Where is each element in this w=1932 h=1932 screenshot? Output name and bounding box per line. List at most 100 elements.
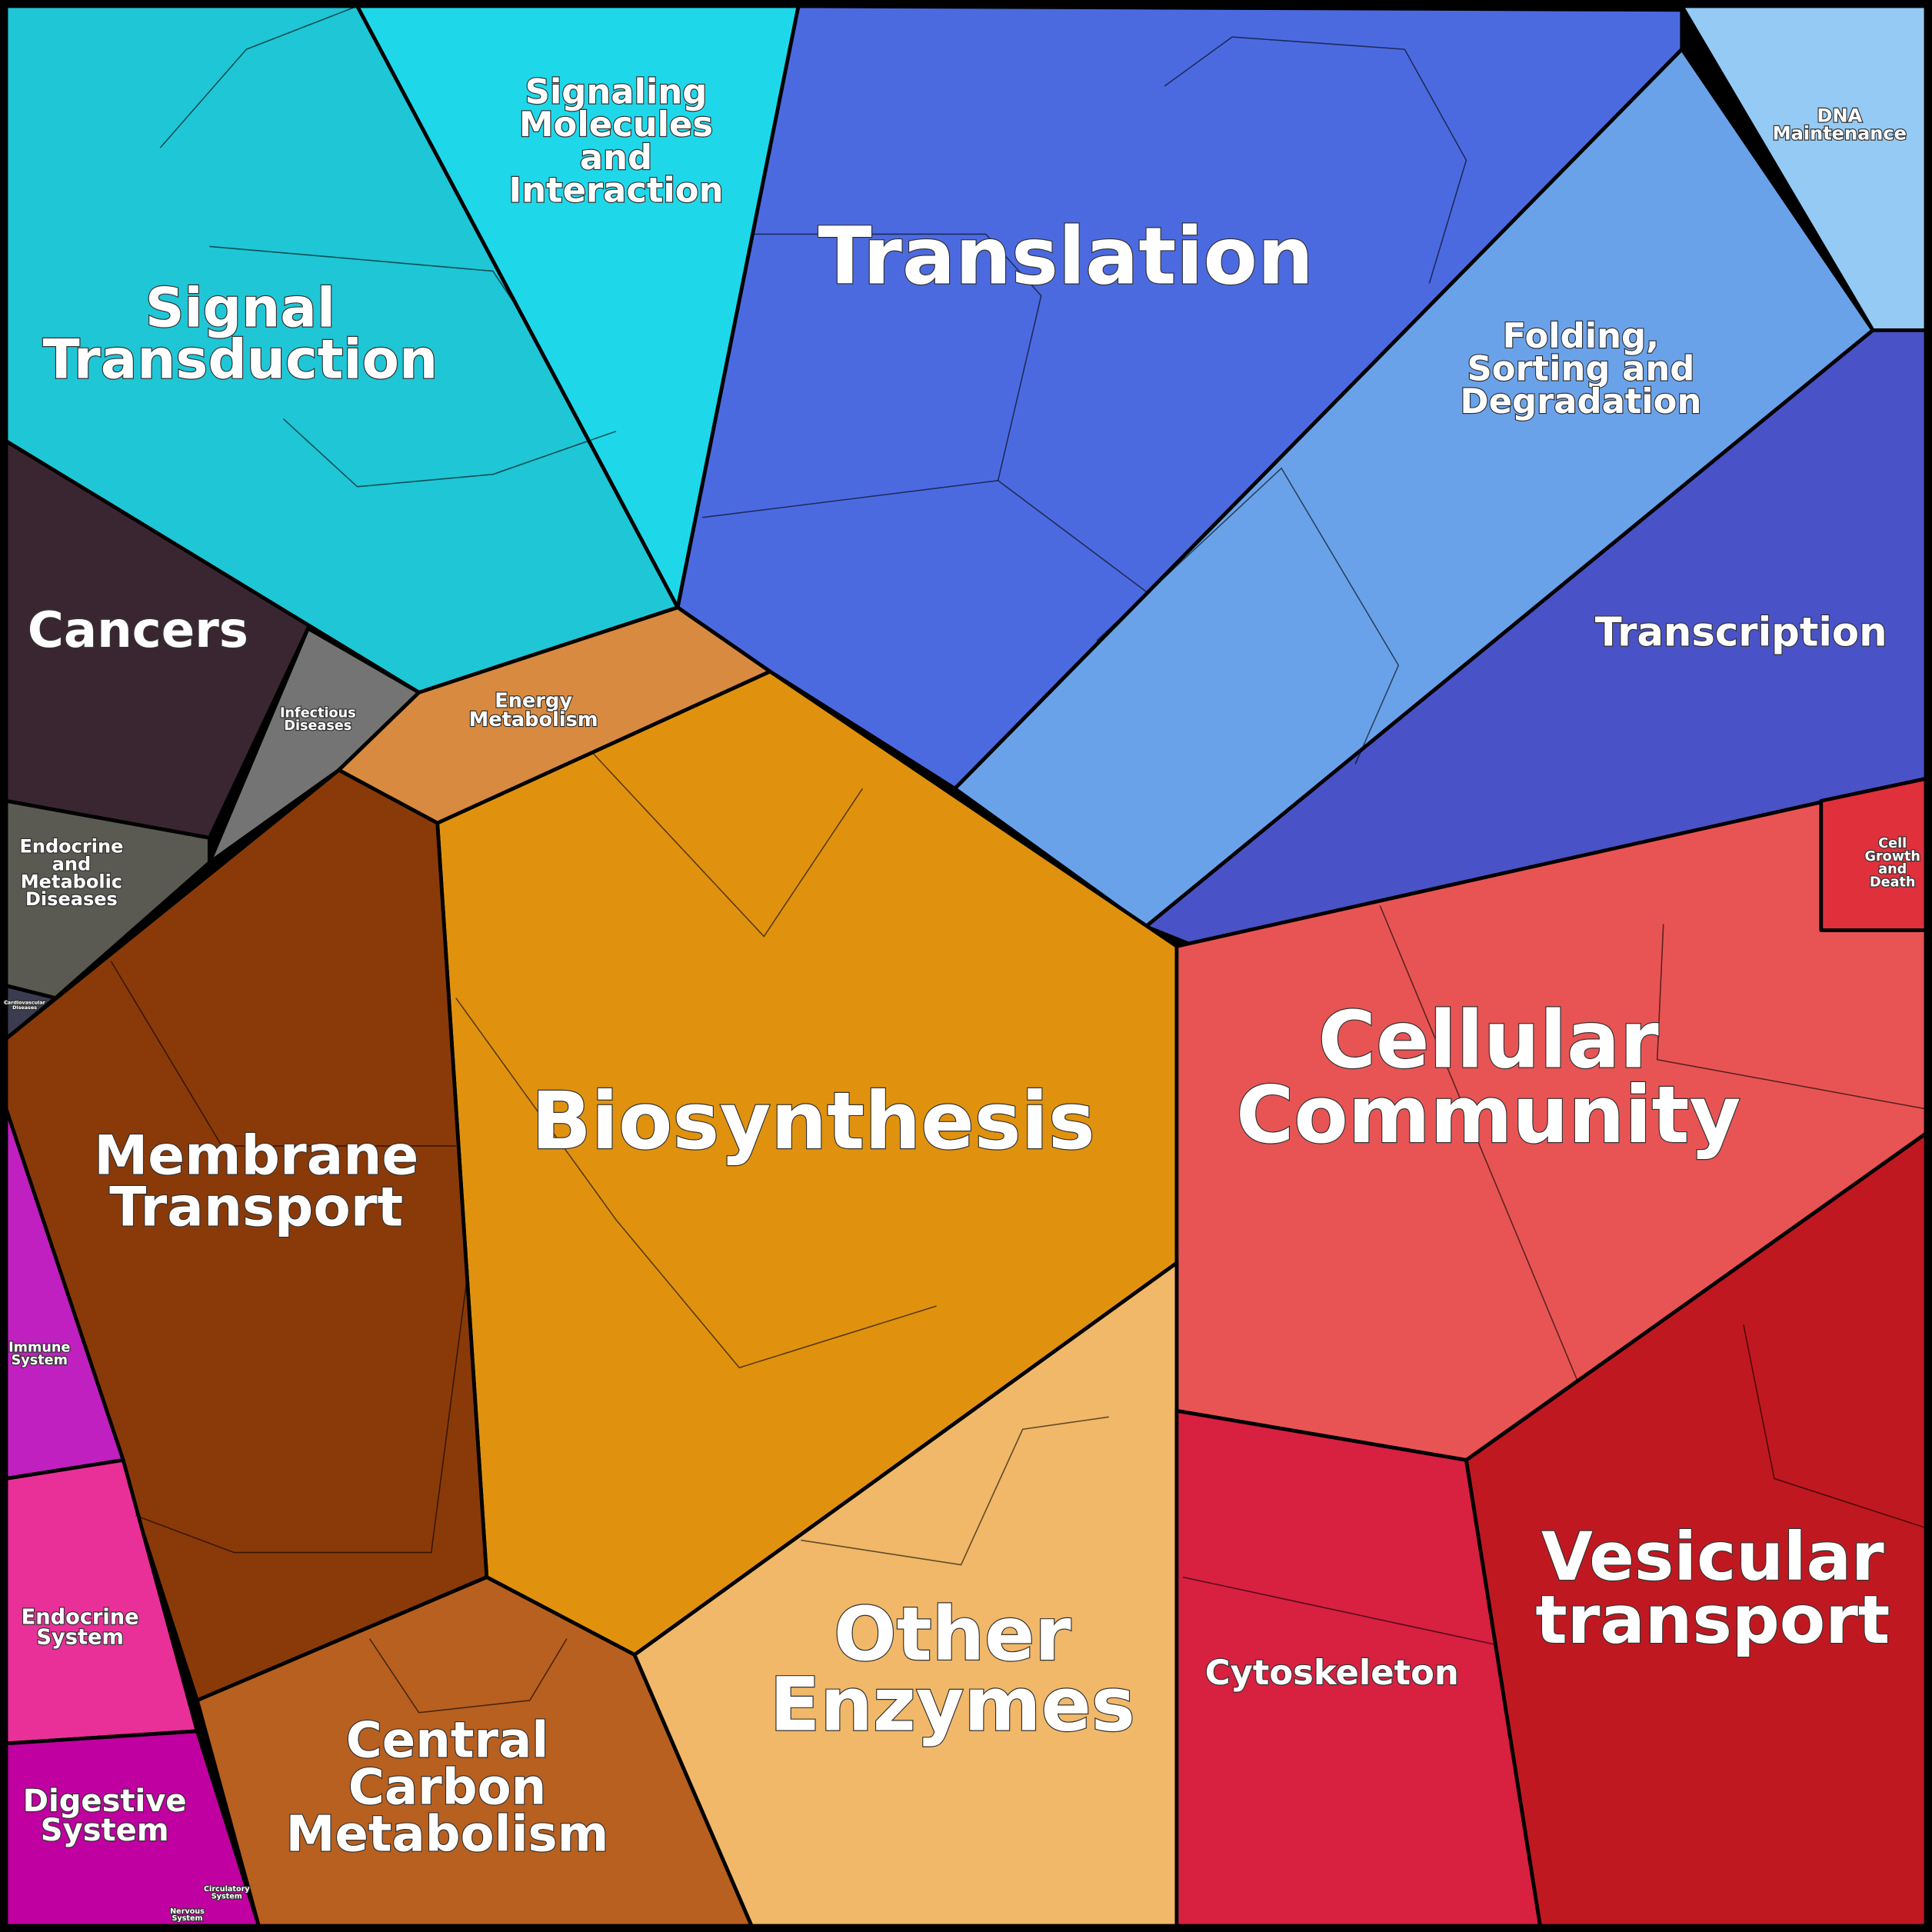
label-line: Digestive — [23, 1784, 187, 1819]
region-label: Immune System — [8, 1340, 70, 1368]
label-line: Degradation — [1460, 381, 1701, 421]
cells — [4, 4, 1928, 1928]
label-line: and — [580, 137, 652, 178]
label-line: Signaling — [525, 72, 708, 112]
label-line: System — [41, 1813, 169, 1848]
label-line: Transduction — [43, 328, 438, 391]
label-line: Community — [1236, 1070, 1740, 1161]
cell — [1464, 1131, 1928, 1928]
label-line: Diseases — [12, 1004, 37, 1011]
label-line: Signal — [145, 277, 335, 340]
label-line: Maintenance — [1773, 122, 1907, 144]
sub-cell — [209, 245, 518, 308]
region-label: Endocrine System — [22, 1605, 139, 1649]
label-line: Transcription — [1595, 609, 1887, 655]
label-line: Circulatory — [204, 1885, 250, 1894]
label-line: Diseases — [25, 888, 118, 910]
label-line: Death — [1870, 874, 1915, 890]
label-line: Metabolic — [21, 871, 122, 892]
sub-cell — [1096, 467, 1400, 764]
label-line: Growth — [1865, 849, 1920, 864]
label-line: Immune — [8, 1340, 70, 1355]
region-label: Vesicular transport — [1535, 1519, 1890, 1659]
region-label: Other Enzymes — [770, 1591, 1135, 1747]
label-line: Enzymes — [770, 1661, 1135, 1747]
region-label: DNA Maintenance — [1773, 105, 1907, 145]
region-label: Cytoskeleton — [1205, 1652, 1459, 1693]
cell — [4, 798, 212, 1001]
label-line: System — [36, 1625, 123, 1649]
sub-cell — [751, 233, 1042, 481]
label-line: Carbon — [348, 1759, 546, 1816]
region-label: Circulatory System — [204, 1885, 250, 1900]
region-label: Cellular Community — [1236, 994, 1740, 1161]
label-line: Diseases — [284, 718, 351, 734]
region-label: Cancers — [28, 602, 248, 659]
label-line: System — [12, 1353, 68, 1368]
sub-cell — [455, 998, 937, 1369]
label-line: Folding, — [1503, 315, 1660, 356]
sub-cell — [702, 479, 1147, 592]
label-line: Cardiovascular — [4, 1000, 45, 1006]
label-line: Transport — [109, 1176, 403, 1239]
region-label: Cardiovascular Diseases — [4, 1000, 45, 1011]
sub-cell — [135, 1268, 469, 1554]
region-label: Translation — [818, 211, 1314, 302]
label-line: Interaction — [509, 169, 724, 210]
label-line: Sorting and — [1467, 348, 1694, 388]
label-line: DNA — [1817, 105, 1863, 127]
label-line: Metabolism — [286, 1806, 609, 1863]
label-line: Energy — [495, 690, 572, 713]
label-line: Cancers — [28, 602, 248, 659]
region-label: Energy Metabolism — [469, 690, 598, 731]
sub-cell — [1743, 1324, 1927, 1529]
sub-cell — [159, 5, 358, 148]
label-line: Vesicular — [1541, 1519, 1884, 1596]
region-label: Nervous System — [170, 1907, 205, 1923]
region-label: Transcription — [1595, 609, 1887, 655]
sub-cell — [1656, 924, 1927, 1110]
sub-cell — [282, 418, 617, 488]
label-line: and — [52, 853, 92, 874]
region-label: Signal Transduction — [43, 277, 438, 391]
region-label: Central Carbon Metabolism — [286, 1713, 609, 1864]
label-line: transport — [1535, 1582, 1890, 1659]
sub-cell — [1379, 905, 1578, 1381]
label-line: Membrane — [94, 1124, 418, 1188]
region-label: Digestive System — [23, 1784, 187, 1848]
label-line: Biosynthesis — [531, 1076, 1095, 1168]
sub-cell — [110, 961, 456, 1147]
label-line: System — [172, 1914, 202, 1923]
sub-cell — [1164, 36, 1467, 284]
sub-cell — [1182, 1576, 1497, 1646]
label-line: and — [1878, 862, 1907, 878]
label-line: Metabolism — [469, 708, 598, 731]
label-line: System — [212, 1892, 242, 1900]
sub-cell — [591, 751, 864, 938]
region-label: Signaling Molecules and Interaction — [509, 72, 724, 211]
label-line: Endocrine — [22, 1605, 139, 1629]
region-label: Infectious Diseases — [280, 705, 356, 734]
region-label: Biosynthesis — [531, 1076, 1095, 1168]
sub-cells — [110, 5, 1927, 1714]
label-line: Other — [834, 1591, 1071, 1677]
region-label: Endocrine and Metabolic Diseases — [19, 836, 123, 910]
label-line: Molecules — [519, 104, 713, 145]
cell — [1819, 777, 1928, 932]
label-line: Cell — [1878, 836, 1907, 851]
label-line: Nervous — [170, 1907, 205, 1916]
label-line: Endocrine — [19, 836, 123, 858]
labels: Signal Transduction Signaling Molecules and… — [3, 70, 1921, 1924]
sub-cell — [801, 1416, 1109, 1566]
sub-cell — [368, 1638, 568, 1714]
region-label: Folding, Sorting and Degradation — [1460, 315, 1701, 421]
region-label: Cell Growth and Death — [1865, 836, 1920, 890]
label-line: Translation — [818, 211, 1314, 302]
label-line: Cellular — [1318, 994, 1659, 1086]
cell — [4, 439, 421, 840]
label-line: Infectious — [280, 705, 356, 721]
region-label: Membrane Transport — [94, 1124, 418, 1239]
label-line: Cytoskeleton — [1205, 1652, 1459, 1693]
label-line: Central — [346, 1713, 549, 1770]
